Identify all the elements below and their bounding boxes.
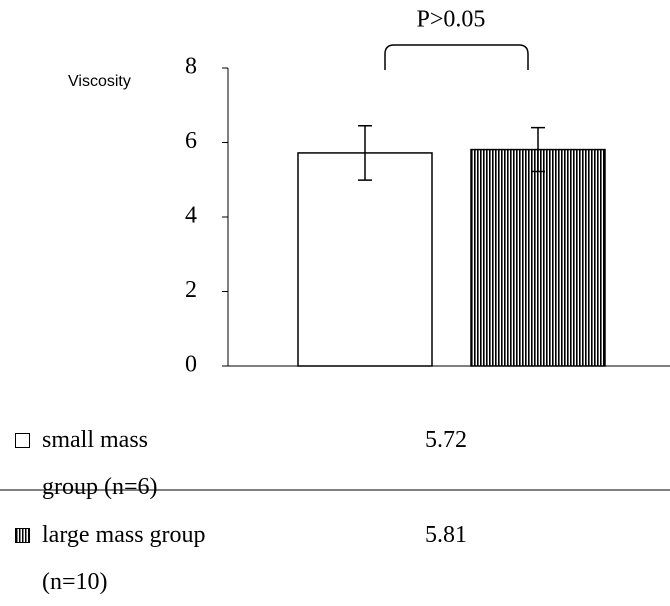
annotation: P>0.05	[417, 7, 486, 33]
bar	[470, 148, 606, 367]
error-bar	[531, 126, 545, 173]
bar	[297, 152, 433, 367]
y-tick-label: 4	[185, 203, 197, 229]
y-axis-label: Viscosity	[68, 73, 131, 90]
legend-label: large mass group (n=10)	[42, 522, 206, 595]
y-tick-label: 8	[185, 54, 197, 80]
legend-swatch	[15, 433, 30, 448]
legend-swatch	[15, 528, 30, 543]
y-tick-label: 0	[185, 352, 197, 378]
table-value: 5.72	[425, 427, 467, 453]
y-tick-label: 2	[185, 277, 197, 303]
significance-bracket	[384, 44, 529, 70]
error-bar	[358, 124, 372, 181]
chart: Viscosity P>0.05 0 2 4 6 8	[0, 7, 670, 491]
y-tick-label: 6	[185, 128, 197, 154]
legend-label: small mass group (n=6)	[42, 427, 158, 500]
table-value: 5.81	[425, 522, 467, 548]
